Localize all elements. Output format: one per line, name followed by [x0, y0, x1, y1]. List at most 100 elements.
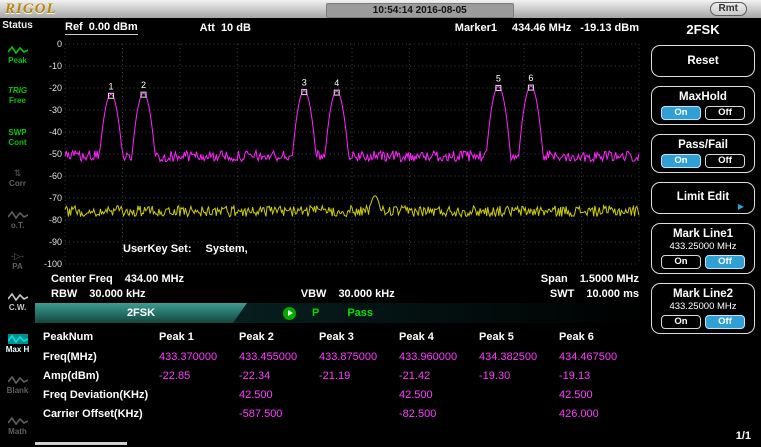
- ref-label: Ref: [65, 21, 83, 33]
- marker-amp: -19.13 dBm: [580, 22, 639, 34]
- table-row: Freq(MHz) 433.370000 433.455000 433.875000 4…: [43, 347, 645, 366]
- status-label: TRIG: [7, 86, 28, 96]
- softkey-value: 433.25000 MHz: [669, 241, 737, 252]
- svg-text:-60: -60: [49, 171, 62, 181]
- page-indicator: 1/1: [735, 430, 751, 442]
- table-row: Freq Deviation(KHz) 42.500 42.500 42.500: [43, 385, 645, 404]
- sweep-settings: Center Freq 434.00 MHz Span 1.5000 MHz RBW…: [35, 270, 645, 301]
- toggle-on[interactable]: On: [661, 154, 701, 168]
- svg-text:-30: -30: [49, 105, 62, 115]
- center-freq: Center Freq 434.00 MHz: [51, 273, 184, 285]
- waveform-icon: [7, 210, 28, 220]
- userkey-value: System,: [205, 243, 248, 255]
- toggle-group: On Off: [655, 106, 751, 120]
- attenuation: Att 10 dB: [200, 22, 251, 34]
- waveform-icon: [7, 45, 28, 54]
- rbw-label: RBW: [51, 287, 78, 300]
- userkey-message: UserKey Set: System,: [123, 243, 248, 255]
- status-trig: TRIG Free: [0, 75, 35, 116]
- status-label: C.W.: [8, 303, 27, 313]
- status-label: Math: [8, 427, 27, 437]
- toggle-group: On Off: [655, 154, 751, 168]
- toggle-off[interactable]: Off: [705, 106, 745, 120]
- toggle-off[interactable]: Off: [705, 315, 745, 329]
- status-corr: ⇅ Corr: [0, 158, 35, 199]
- table-cell: 42.500: [559, 388, 593, 401]
- column-header: Peak 6: [559, 330, 594, 343]
- toggle-on[interactable]: On: [661, 106, 701, 120]
- marker-readout: Marker1 434.46 MHz -19.13 dBm: [455, 22, 639, 34]
- status-ot: o.T.: [0, 199, 35, 240]
- toggle-off[interactable]: Off: [705, 255, 745, 269]
- softkey-label: Pass/Fail: [678, 139, 728, 151]
- table-cell: -21.19: [319, 369, 351, 382]
- pass-result: Pass: [347, 307, 374, 319]
- svg-text:0: 0: [57, 39, 62, 49]
- status-sublabel: Cont: [8, 137, 27, 147]
- toggle-on[interactable]: On: [661, 255, 701, 269]
- table-row: Amp(dBm) -22.85 -22.34 -21.19 -21.42 -19.30 -1…: [43, 366, 645, 385]
- svg-text:-20: -20: [49, 83, 62, 93]
- rbw-value: 30.000 kHz: [89, 287, 146, 300]
- svg-text:5: 5: [496, 73, 501, 83]
- vbw-value: 30.000 kHz: [338, 287, 395, 300]
- row-label: Amp(dBm): [43, 369, 100, 382]
- row-label: Freq Deviation(KHz): [43, 388, 149, 401]
- softkey-mark-line1[interactable]: Mark Line1 433.25000 MHz On Off: [651, 223, 755, 274]
- status-peak: Peak: [0, 34, 35, 75]
- pass-state: P: [312, 307, 320, 319]
- swt-value: 10.000 ms: [586, 287, 639, 300]
- softkey-menu: 2FSK Reset MaxHold On Off Pass/Fail On Off Limi…: [645, 18, 761, 447]
- softkey-mark-line2[interactable]: Mark Line2 433.25000 MHz On Off: [651, 283, 755, 334]
- table-cell: 433.370000: [159, 350, 218, 363]
- toggle-off[interactable]: Off: [705, 154, 745, 168]
- table-header-row: PeakNum Peak 1 Peak 2 Peak 3 Peak 4 Peak 5 Pea…: [43, 326, 645, 347]
- topbar: RIGOL 10:54:14 2016-08-05 Rmt: [0, 0, 761, 18]
- softkey-list: Reset MaxHold On Off Pass/Fail On Off Limit Edi…: [651, 45, 755, 343]
- submenu-arrow-icon: ▶: [737, 202, 744, 211]
- status-sublabel: Free: [9, 96, 26, 106]
- userkey-label: UserKey Set:: [123, 243, 192, 255]
- svg-text:-100: -100: [44, 259, 62, 269]
- status-pa: -▷- PA: [0, 240, 35, 281]
- ref-value: 0.00 dBm: [88, 21, 138, 33]
- menu-title: 2FSK: [686, 22, 720, 37]
- toggle-group: On Off: [655, 315, 751, 329]
- status-label: Corr: [9, 179, 26, 189]
- column-header: Peak 3: [319, 330, 354, 343]
- tab-2fsk[interactable]: 2FSK: [35, 303, 247, 323]
- svg-text:1: 1: [108, 81, 113, 91]
- clock-wrap: 10:54:14 2016-08-05: [130, 0, 710, 18]
- softkey-pass-fail[interactable]: Pass/Fail On Off: [651, 134, 755, 173]
- softkey-value: 433.25000 MHz: [669, 301, 737, 312]
- span: Span 1.5000 MHz: [541, 273, 639, 285]
- table-cell: -22.34: [239, 369, 271, 382]
- softkey-label: Mark Line1: [672, 228, 734, 240]
- status-swp: SWP Cont: [0, 117, 35, 158]
- status-title: Status: [2, 20, 33, 31]
- spectrum-chart: 0 -10 -20 -30 -40 -50 -60 -70 -80 -90 -100 1 2 3 4 5 6 U…: [35, 38, 645, 270]
- softkey-maxhold[interactable]: MaxHold On Off: [651, 86, 755, 125]
- att-label: Att: [199, 22, 215, 34]
- rigol-logo: RIGOL: [5, 0, 57, 17]
- toggle-on[interactable]: On: [661, 315, 701, 329]
- softkey-reset[interactable]: Reset: [651, 45, 755, 77]
- softkey-label: MaxHold: [679, 91, 727, 103]
- softkey-limit-edit[interactable]: Limit Edit ▶: [651, 182, 755, 214]
- softkey-label: Limit Edit: [676, 191, 730, 203]
- waveform-icon: [7, 333, 28, 344]
- table-cell: -587.500: [239, 407, 283, 420]
- center-freq-label: Center Freq: [51, 272, 113, 285]
- marker-freq: 434.46 MHz: [511, 22, 572, 34]
- table-cell: -19.13: [559, 369, 591, 382]
- table-cell: 433.875000: [319, 350, 378, 363]
- center-freq-value: 434.00 MHz: [124, 272, 185, 285]
- column-header: Peak 4: [399, 330, 434, 343]
- table-row: Carrier Offset(KHz) -587.500 -82.500 426.00…: [43, 404, 645, 423]
- vbw-label: VBW: [300, 287, 327, 300]
- svg-text:-50: -50: [49, 149, 62, 159]
- column-header: Peak 1: [159, 330, 194, 343]
- measurement-bar: 2FSK P Pass: [35, 303, 645, 323]
- svg-text:-10: -10: [49, 61, 62, 71]
